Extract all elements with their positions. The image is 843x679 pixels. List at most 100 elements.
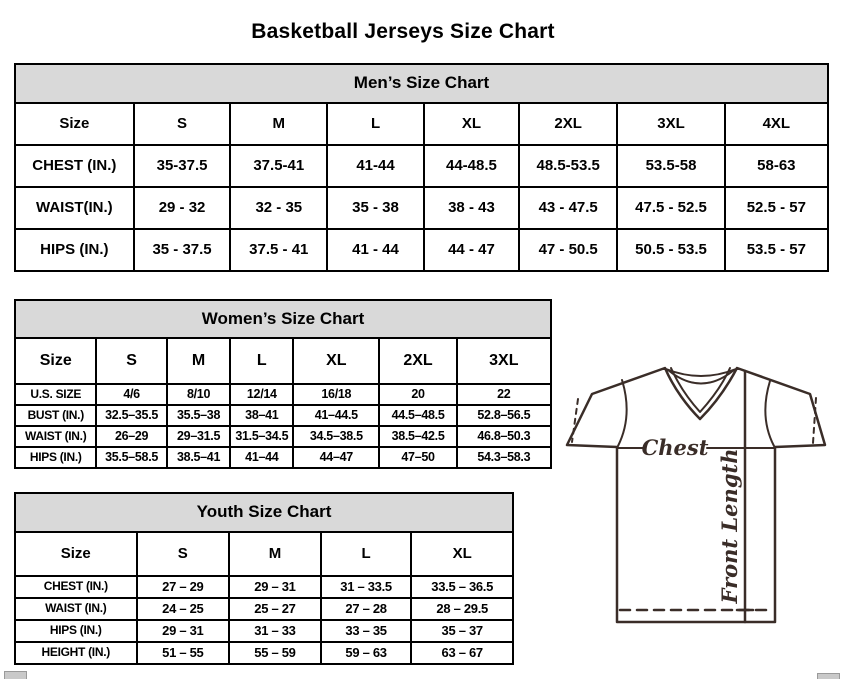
collar-inner-v (670, 367, 731, 413)
size-value-cell: 38.5–42.5 (378, 425, 458, 448)
row-label: HIPS (IN.) (13, 446, 98, 469)
size-value-cell: 25 – 27 (228, 597, 322, 621)
column-header: XL (292, 337, 381, 385)
column-header: Size (14, 102, 135, 146)
size-value-cell: 35 – 37 (410, 619, 514, 643)
jersey-diagram: Chest Front Length (560, 360, 830, 630)
size-value-cell: 46.8–50.3 (455, 425, 553, 448)
row-label: BUST (IN.) (13, 404, 98, 427)
size-value-cell: 43 - 47.5 (517, 186, 619, 230)
size-value-cell: 16/18 (292, 383, 381, 406)
jersey-measurement-illustration: Chest Front Length (565, 366, 827, 624)
size-value-cell: 38.5–41 (165, 446, 232, 469)
row-label: CHEST (IN.) (14, 144, 135, 188)
page-title: Basketball Jerseys Size Chart (251, 20, 555, 44)
size-value-cell: 37.5 - 41 (229, 228, 329, 272)
size-value-cell: 47 - 50.5 (517, 228, 619, 272)
size-value-cell: 31 – 33.5 (319, 575, 413, 599)
size-value-cell: 33 – 35 (319, 619, 413, 643)
size-value-cell: 53.5 - 57 (723, 228, 830, 272)
column-header: S (135, 531, 231, 577)
size-value-cell: 47.5 - 52.5 (616, 186, 726, 230)
column-header: S (132, 102, 232, 146)
size-value-cell: 54.3–58.3 (455, 446, 553, 469)
size-value-cell: 29 – 31 (228, 575, 322, 599)
row-label: CHEST (IN.) (14, 575, 138, 599)
column-header: S (95, 337, 168, 385)
right-cuff-stitch (812, 397, 817, 444)
size-value-cell: 8/10 (165, 383, 232, 406)
size-value-cell: 53.5-58 (616, 144, 726, 188)
size-value-cell: 50.5 - 53.5 (616, 228, 726, 272)
column-header: 2XL (378, 337, 458, 385)
size-value-cell: 33.5 – 36.5 (410, 575, 514, 599)
size-value-cell: 35.5–38 (165, 404, 232, 427)
chest-label: Chest (642, 435, 709, 460)
row-label: WAIST (IN.) (14, 597, 138, 621)
size-value-cell: 44.5–48.5 (378, 404, 458, 427)
size-value-cell: 12/14 (229, 383, 295, 406)
size-value-cell: 35 - 38 (326, 186, 425, 230)
table-title: Youth Size Chart (14, 492, 514, 533)
resize-handle-right[interactable] (817, 673, 840, 679)
size-value-cell: 35 - 37.5 (132, 228, 232, 272)
resize-handle-left[interactable] (4, 671, 27, 679)
size-value-cell: 22 (455, 383, 553, 406)
row-label: HEIGHT (IN.) (14, 641, 138, 665)
column-header: XL (410, 531, 514, 577)
column-header: M (165, 337, 232, 385)
size-value-cell: 35-37.5 (132, 144, 232, 188)
left-armhole-seam (617, 379, 628, 447)
size-value-cell: 32.5–35.5 (95, 404, 168, 427)
column-header: Size (13, 337, 98, 385)
row-label: U.S. SIZE (13, 383, 98, 406)
size-value-cell: 29 - 32 (132, 186, 232, 230)
table-title: Men’s Size Chart (14, 63, 829, 104)
column-header: M (228, 531, 322, 577)
column-header: L (319, 531, 413, 577)
size-value-cell: 32 - 35 (229, 186, 329, 230)
size-value-cell: 24 – 25 (135, 597, 231, 621)
size-value-cell: 38–41 (229, 404, 295, 427)
size-value-cell: 58-63 (723, 144, 830, 188)
row-label: WAIST (IN.) (13, 425, 98, 448)
size-value-cell: 41–44.5 (292, 404, 381, 427)
size-value-cell: 44-48.5 (422, 144, 521, 188)
row-label: HIPS (IN.) (14, 619, 138, 643)
size-value-cell: 26–29 (95, 425, 168, 448)
size-value-cell: 27 – 28 (319, 597, 413, 621)
mens-size-chart-table: Men’s Size Chart Size S M L XL 2XL 3XL 4XL CHEST … (14, 63, 830, 272)
size-value-cell: 37.5-41 (229, 144, 329, 188)
youth-size-chart-table: Youth Size Chart Size S M L XL CHEST (IN.) 27 –… (14, 492, 514, 665)
column-header: L (326, 102, 425, 146)
column-header: 3XL (616, 102, 726, 146)
size-value-cell: 4/6 (95, 383, 168, 406)
jersey-outline (565, 366, 827, 624)
column-header: 4XL (723, 102, 830, 146)
size-value-cell: 47–50 (378, 446, 458, 469)
size-value-cell: 29–31.5 (165, 425, 232, 448)
column-header: XL (422, 102, 521, 146)
size-value-cell: 63 – 67 (410, 641, 514, 665)
size-value-cell: 44 - 47 (422, 228, 521, 272)
size-value-cell: 31.5–34.5 (229, 425, 295, 448)
size-value-cell: 38 - 43 (422, 186, 521, 230)
size-value-cell: 41-44 (326, 144, 425, 188)
column-header: Size (14, 531, 138, 577)
row-label: WAIST(IN.) (14, 186, 135, 230)
row-label: HIPS (IN.) (14, 228, 135, 272)
size-value-cell: 44–47 (292, 446, 381, 469)
size-value-cell: 35.5–58.5 (95, 446, 168, 469)
right-armhole-seam (764, 380, 775, 447)
size-value-cell: 52.5 - 57 (723, 186, 830, 230)
column-header: 2XL (517, 102, 619, 146)
size-value-cell: 55 – 59 (228, 641, 322, 665)
column-header: M (229, 102, 329, 146)
size-value-cell: 48.5-53.5 (517, 144, 619, 188)
size-value-cell: 41 - 44 (326, 228, 425, 272)
size-value-cell: 51 – 55 (135, 641, 231, 665)
size-value-cell: 31 – 33 (228, 619, 322, 643)
size-value-cell: 34.5–38.5 (292, 425, 381, 448)
column-header: L (229, 337, 295, 385)
